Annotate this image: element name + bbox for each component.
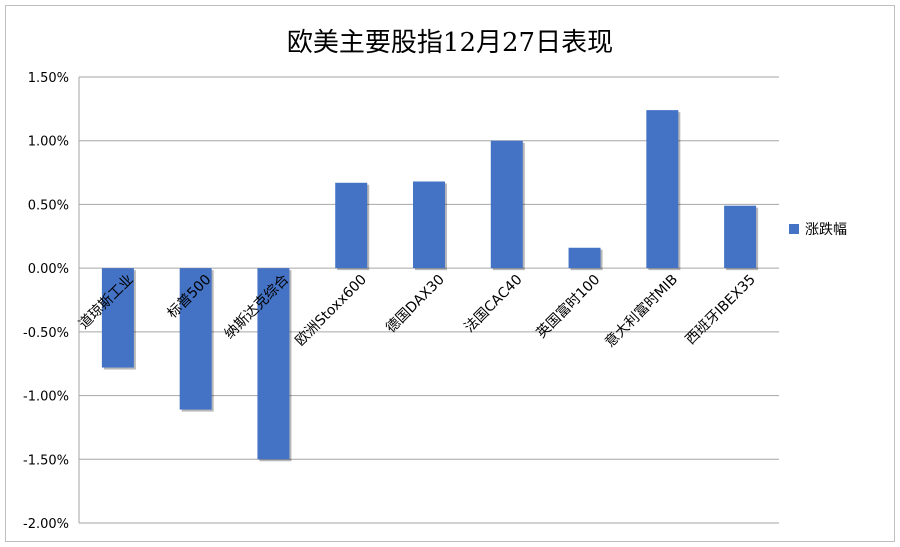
y-tick-label: -1.00% bbox=[23, 390, 69, 405]
legend-swatch bbox=[789, 224, 799, 234]
bar-chart: 1.50% 1.00% 0.50% 0.00% -0.50% -1.00% -1.50% -2… bbox=[23, 71, 847, 532]
y-tick-label: 1.50% bbox=[28, 71, 69, 86]
y-tick-label: -1.50% bbox=[23, 453, 69, 468]
chart-frame: 欧美主要股指12月27日表现 1.50% 1.00% 0.50% 0.00% -0.50… bbox=[5, 5, 895, 542]
category-label: 西班牙IBEX35 bbox=[683, 272, 759, 348]
category-label: 法国CAC40 bbox=[461, 272, 525, 336]
bar bbox=[413, 181, 445, 269]
bars bbox=[101, 110, 759, 462]
y-tick-label: -0.50% bbox=[23, 326, 69, 341]
bar bbox=[179, 268, 212, 410]
chart-title: 欧美主要股指12月27日表现 bbox=[286, 28, 614, 58]
y-tick-label: 0.00% bbox=[28, 262, 69, 277]
bar bbox=[257, 268, 290, 460]
y-tick-label: -2.00% bbox=[23, 517, 69, 532]
bar bbox=[646, 110, 679, 269]
legend: 涨跌幅 bbox=[789, 222, 847, 238]
legend-label: 涨跌幅 bbox=[805, 222, 847, 238]
bar bbox=[724, 205, 757, 269]
axis-layer: 1.50% 1.00% 0.50% 0.00% -0.50% -1.00% -1.50% -2… bbox=[23, 71, 80, 532]
bar bbox=[101, 268, 134, 368]
category-label: 欧洲Stoxx600 bbox=[292, 272, 370, 350]
category-label: 英国富时100 bbox=[533, 271, 604, 342]
bar bbox=[490, 140, 523, 269]
category-label: 意大利富时MIB bbox=[601, 271, 681, 351]
bar bbox=[568, 247, 601, 269]
category-label: 德国DAX30 bbox=[383, 272, 448, 337]
category-labels: 道琼斯工业 标普500 纳斯达克综合 欧洲Stoxx600 德国DAX30 法国CAC40… bbox=[76, 271, 759, 351]
y-tick-label: 1.00% bbox=[28, 135, 69, 150]
y-tick-label: 0.50% bbox=[28, 198, 69, 213]
bar bbox=[335, 182, 368, 269]
